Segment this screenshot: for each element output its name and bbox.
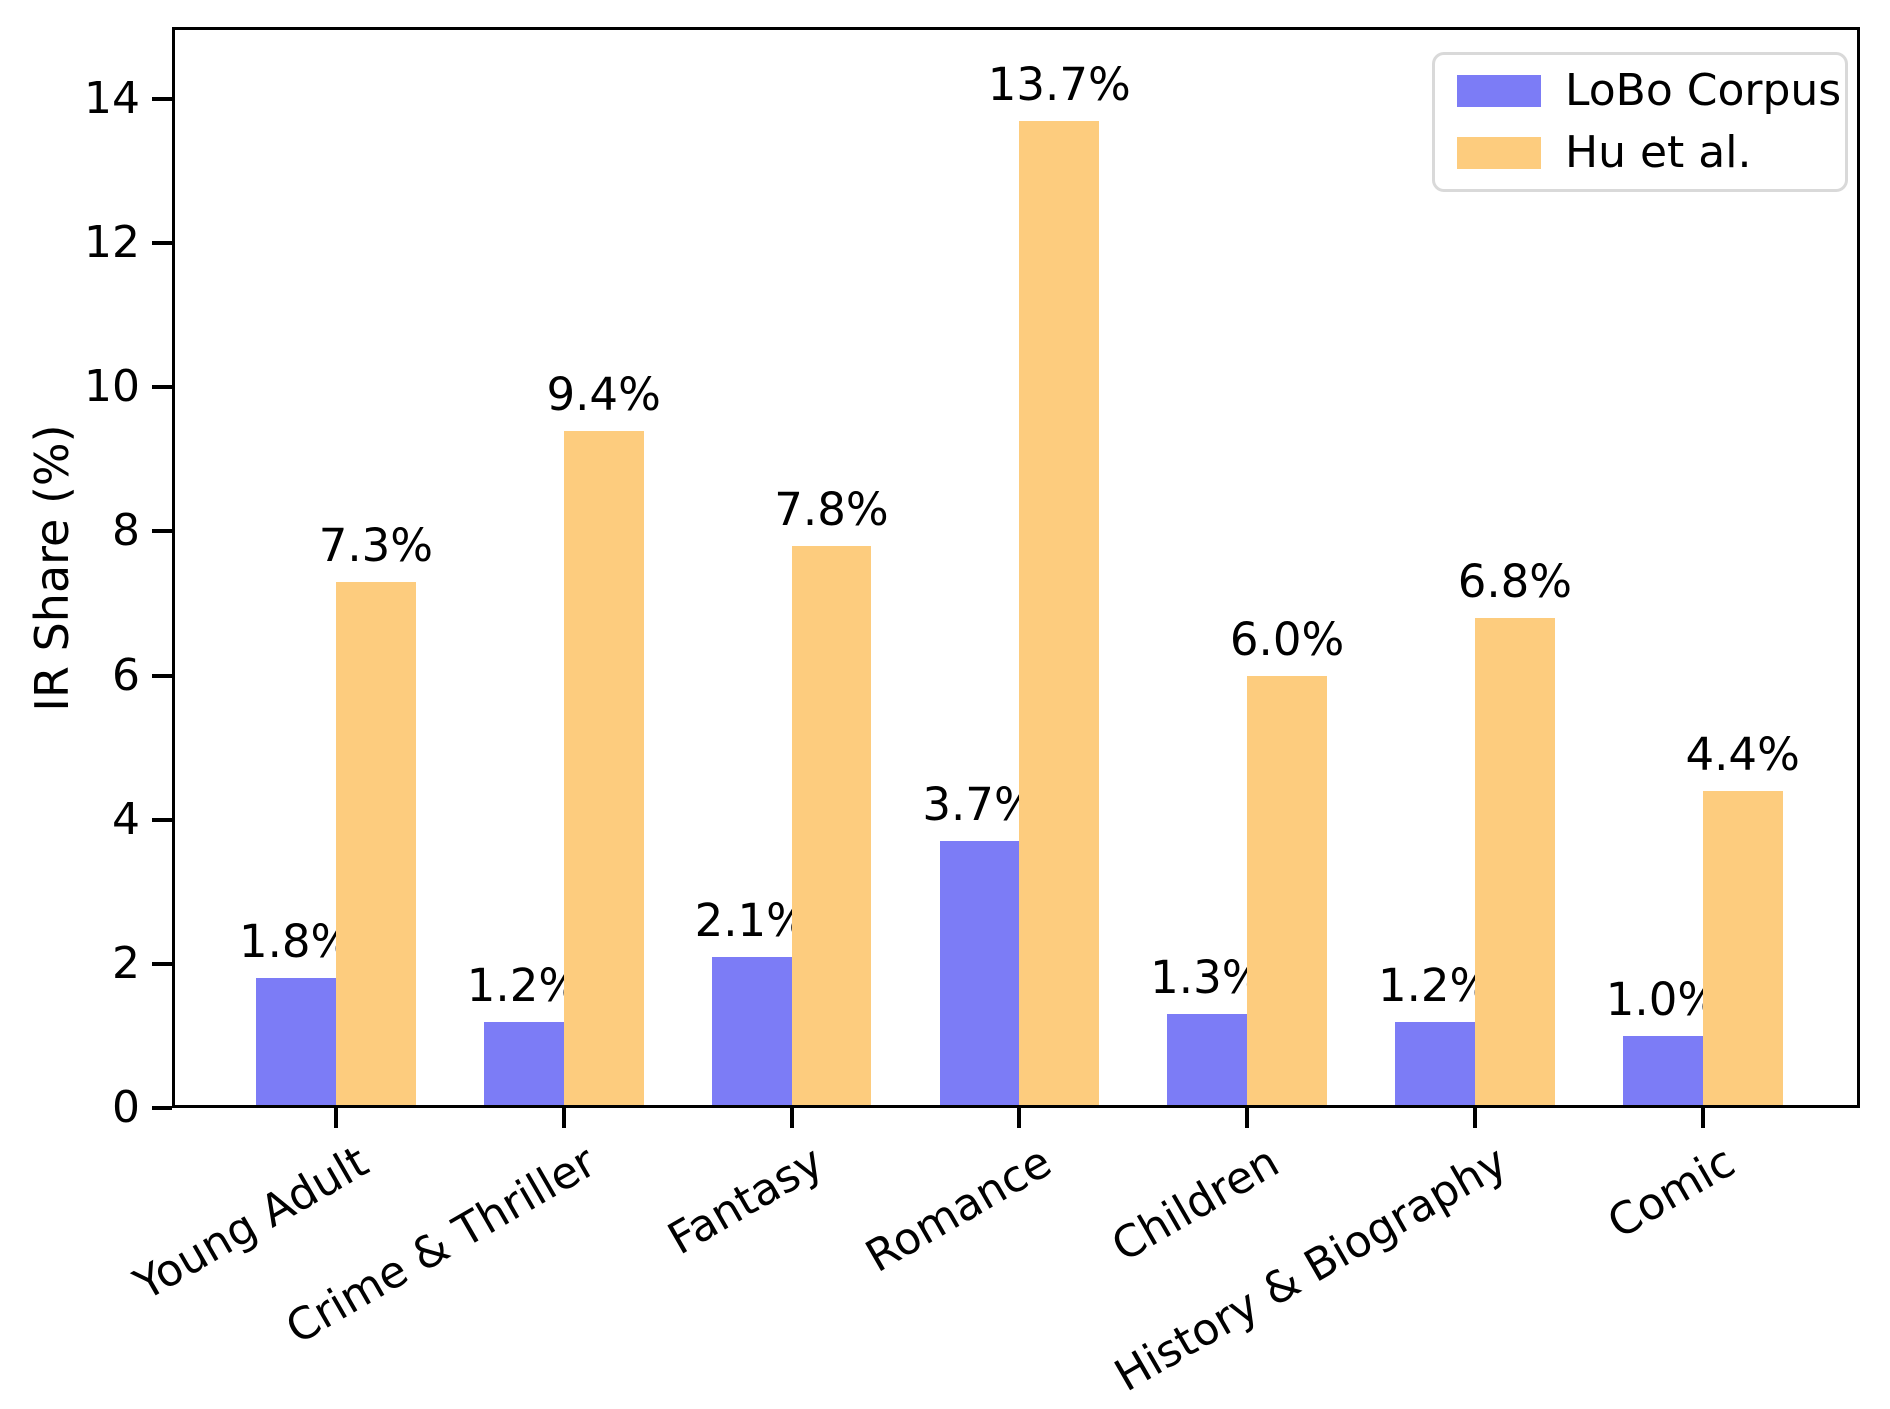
y-tick-label: 2 — [112, 937, 140, 989]
x-tick-label: History & Biography — [1106, 1136, 1516, 1402]
bar-value-label: 1.8% — [238, 915, 354, 969]
y-tick-label: 0 — [112, 1082, 140, 1133]
legend-label-hu-et-al: Hu et al. — [1565, 127, 1752, 178]
bar-hu-et-al-crime-thriller — [563, 430, 644, 1105]
bar-value-label: 13.7% — [987, 57, 1131, 111]
bar-lobo-corpus-crime-thriller — [484, 1021, 564, 1105]
y-tick-label: 14 — [84, 73, 140, 125]
bar-lobo-corpus-romance — [939, 841, 1020, 1105]
y-tick — [152, 1106, 172, 1110]
legend-row-lobo-corpus: LoBo Corpus — [1457, 65, 1841, 117]
plot-area — [172, 27, 1860, 1108]
legend-label-lobo-corpus: LoBo Corpus — [1565, 65, 1842, 116]
x-tick-label: Romance — [857, 1136, 1060, 1283]
bar-hu-et-al-history-biography — [1475, 617, 1555, 1105]
bar-value-label: 9.4% — [546, 367, 661, 421]
y-tick — [152, 673, 172, 678]
legend: LoBo Corpus Hu et al. — [1432, 52, 1848, 192]
bar-lobo-corpus-comic — [1623, 1035, 1703, 1105]
legend-swatch-hu-et-al — [1457, 137, 1541, 169]
bar-lobo-corpus-young-adult — [256, 978, 336, 1105]
x-tick-label: Fantasy — [660, 1136, 833, 1266]
y-tick — [152, 241, 172, 246]
bar-value-label: 1.2% — [1377, 958, 1493, 1012]
bar-value-label: 6.8% — [1457, 554, 1573, 608]
bar-value-label: 7.3% — [318, 518, 434, 572]
x-tick — [1017, 1108, 1022, 1128]
x-tick — [1245, 1108, 1250, 1128]
y-tick-label: 10 — [84, 361, 140, 413]
y-tick-label: 12 — [84, 217, 140, 269]
bar-hu-et-al-fantasy — [791, 545, 872, 1105]
bar-lobo-corpus-history-biography — [1395, 1021, 1475, 1105]
bar-value-label: 1.2% — [466, 958, 582, 1012]
y-tick — [152, 97, 172, 102]
bar-hu-et-al-comic — [1702, 790, 1783, 1105]
bar-value-label: 6.0% — [1229, 612, 1345, 666]
bar-lobo-corpus-fantasy — [711, 956, 792, 1105]
y-tick-label: 8 — [112, 505, 140, 557]
y-tick — [152, 817, 172, 822]
bar-value-label: 1.3% — [1150, 951, 1265, 1005]
y-tick — [152, 385, 172, 390]
bar-value-label: 3.7% — [922, 778, 1037, 832]
legend-row-hu-et-al: Hu et al. — [1457, 127, 1823, 179]
y-tick-label: 6 — [112, 649, 140, 701]
x-tick — [334, 1108, 339, 1128]
y-tick-label: 4 — [112, 793, 140, 845]
bar-hu-et-al-romance — [1019, 120, 1100, 1105]
y-tick — [152, 961, 172, 966]
y-tick — [152, 529, 172, 534]
bar-value-label: 1.0% — [1605, 972, 1721, 1026]
x-tick — [561, 1108, 566, 1128]
bar-lobo-corpus-children — [1167, 1014, 1248, 1105]
bar-hu-et-al-young-adult — [336, 581, 416, 1105]
x-tick — [1473, 1108, 1478, 1128]
x-tick-label: Children — [1103, 1136, 1288, 1272]
y-axis-title: IR Share (%) — [25, 423, 79, 712]
bar-value-label: 7.8% — [774, 482, 889, 536]
bar-value-label: 4.4% — [1685, 727, 1800, 781]
bar-value-label: 2.1% — [694, 893, 809, 947]
x-tick — [1700, 1108, 1705, 1128]
bar-hu-et-al-children — [1247, 675, 1327, 1105]
x-tick — [789, 1108, 794, 1128]
legend-swatch-lobo-corpus — [1457, 75, 1541, 107]
x-tick-label: Comic — [1599, 1136, 1744, 1249]
